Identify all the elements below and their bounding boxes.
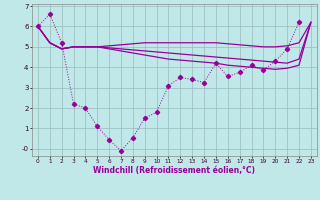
- X-axis label: Windchill (Refroidissement éolien,°C): Windchill (Refroidissement éolien,°C): [93, 166, 255, 175]
